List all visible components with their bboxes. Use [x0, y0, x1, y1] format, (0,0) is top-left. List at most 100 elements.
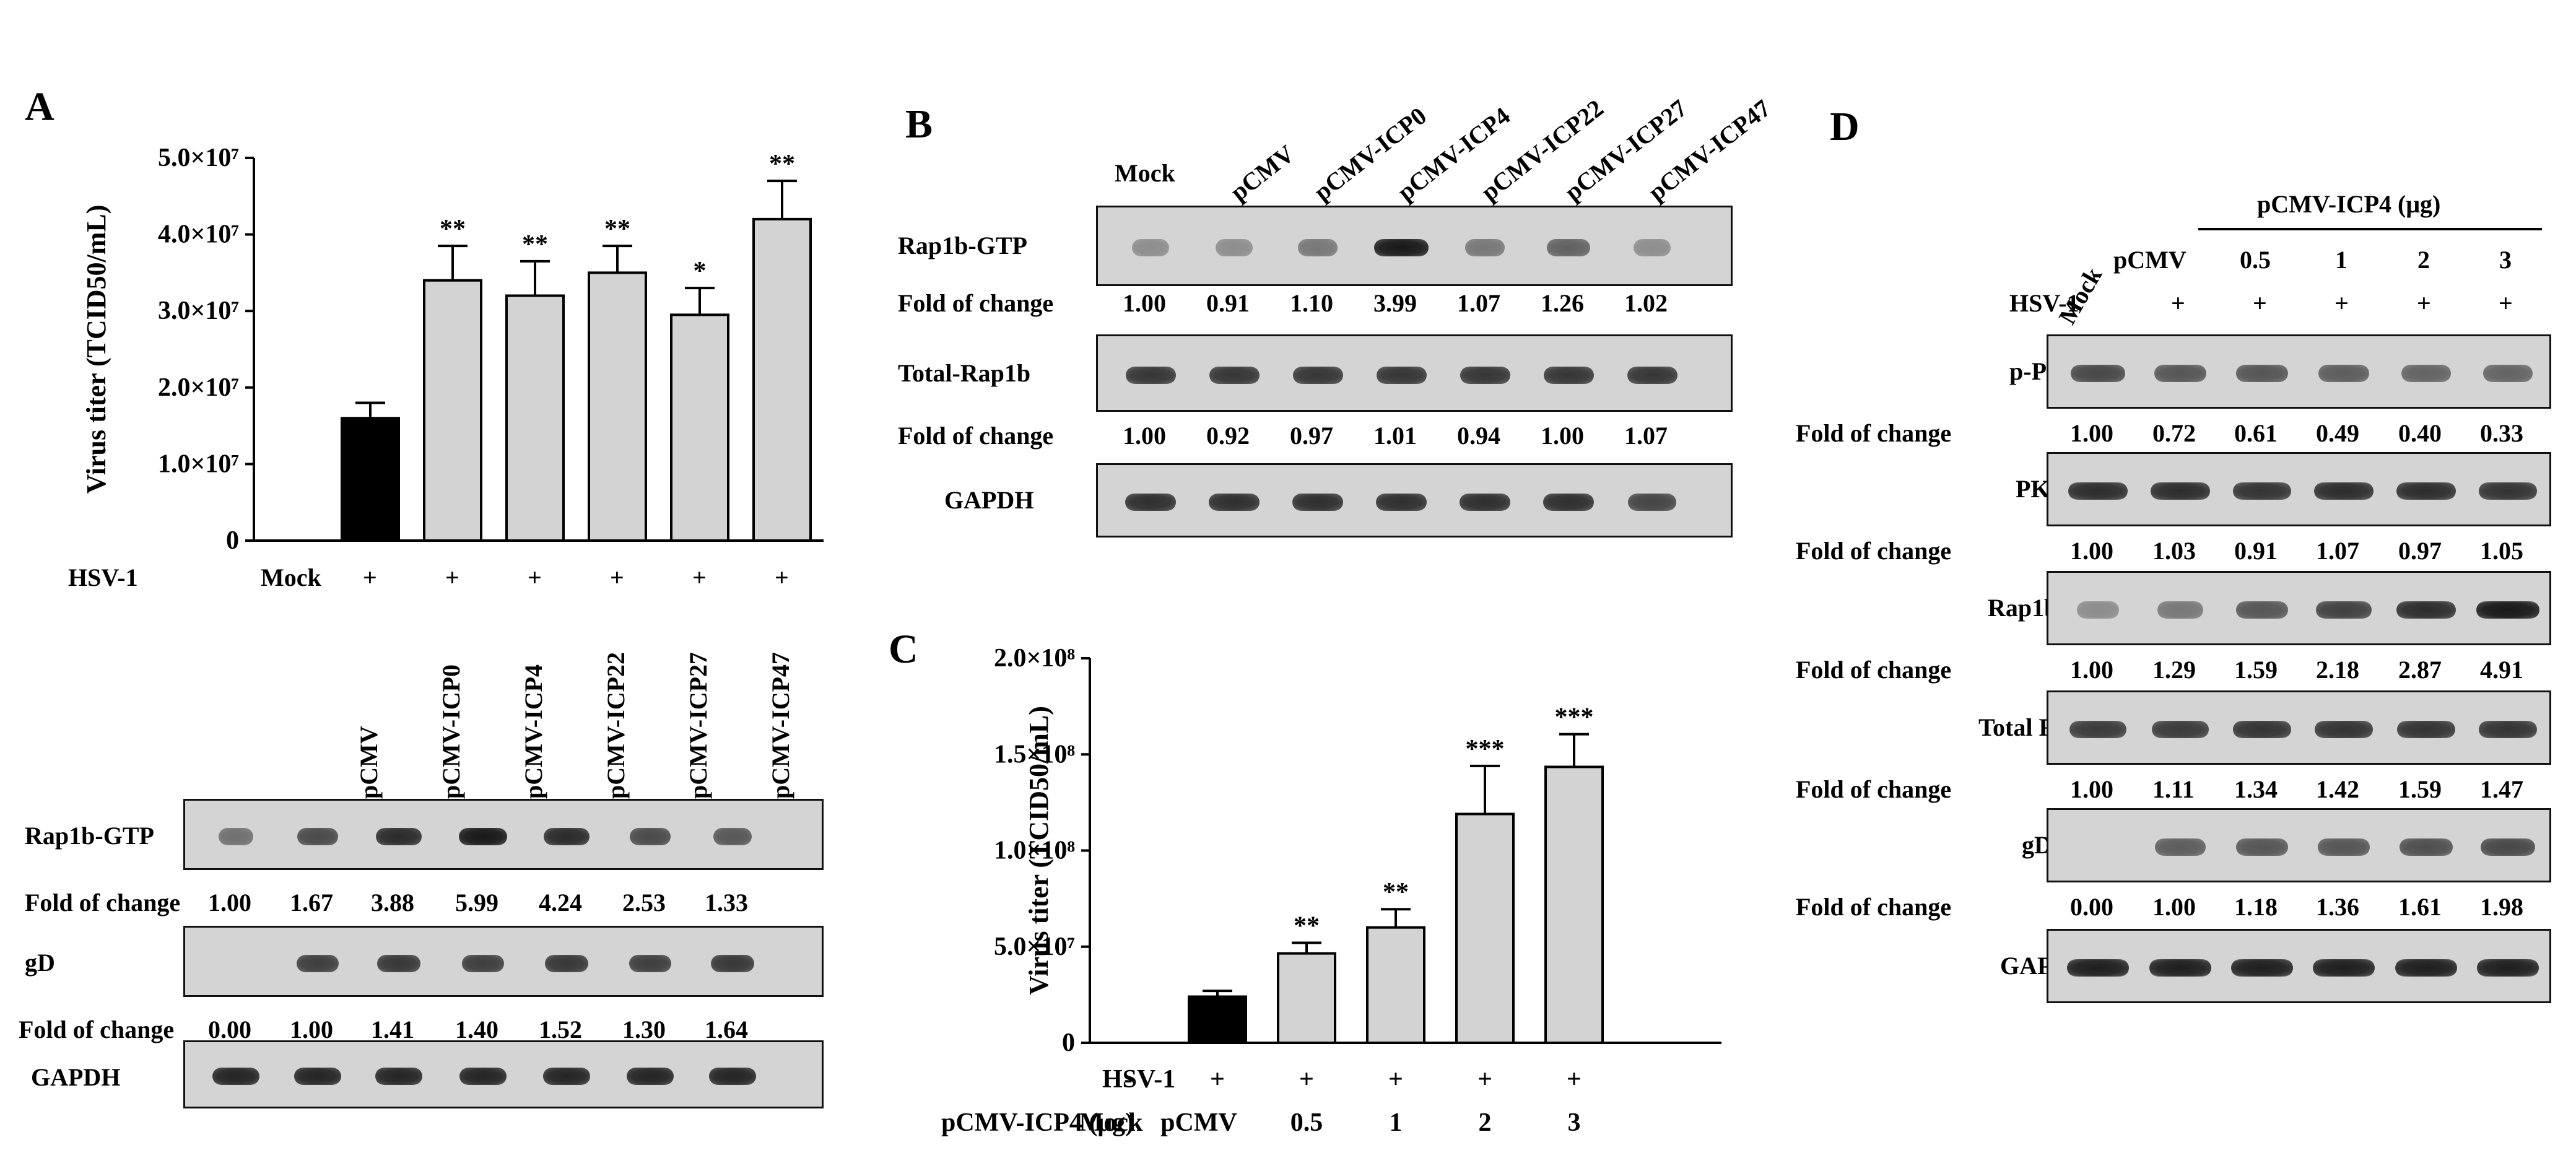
fold-value: 1.00	[1123, 422, 1166, 450]
fold-value: 0.91	[1206, 289, 1250, 317]
fold-value: 1.30	[622, 1016, 666, 1043]
band	[2157, 601, 2203, 619]
significance-label: **	[769, 150, 795, 178]
bar	[670, 313, 729, 542]
fold-label: Fold of change	[19, 1016, 175, 1043]
fold-value: 1.00	[2070, 656, 2113, 684]
band	[2315, 601, 2372, 619]
fold-value: 3.99	[1373, 289, 1417, 317]
band	[1209, 366, 1260, 384]
blot-image	[183, 1040, 824, 1108]
y-tick-label: 0	[226, 526, 239, 555]
lane-label: pCMV-ICP0	[437, 664, 465, 799]
blot-label: GAPDH	[31, 1063, 121, 1091]
band	[2483, 365, 2533, 382]
blot-image	[1096, 206, 1733, 286]
blot-image	[2047, 929, 2551, 1003]
fold-value: 0.91	[2234, 537, 2278, 565]
bar	[1366, 926, 1425, 1045]
band	[2236, 601, 2288, 619]
hsv-plus: +	[528, 564, 542, 591]
group-bracket-d	[2198, 228, 2542, 230]
mock-label-a: Mock	[261, 564, 321, 591]
band	[1376, 366, 1427, 384]
band	[2232, 721, 2292, 738]
y-tick-label: 1.5×10⁸	[994, 740, 1075, 768]
fold-value: 0.92	[1206, 422, 1250, 450]
significance-label: ***	[1555, 703, 1594, 732]
fold-value: 1.02	[1624, 289, 1668, 317]
fold-value: 0.72	[2152, 419, 2196, 447]
band	[1375, 494, 1427, 511]
band	[2480, 838, 2536, 856]
fold-label: Fold of change	[1796, 419, 1952, 447]
hsv-label-d: HSV-1	[2009, 289, 2079, 317]
band	[2395, 959, 2458, 977]
band	[1125, 366, 1176, 384]
hsv-plus: +	[2417, 289, 2431, 317]
fold-value: 1.42	[2316, 775, 2359, 803]
band	[2232, 482, 2292, 500]
fold-value: 1.07	[1624, 422, 1668, 450]
fold-value: 2.87	[2398, 656, 2442, 684]
band	[2396, 601, 2456, 619]
band	[212, 1068, 259, 1085]
lane-label: pCMV-ICP47	[767, 651, 794, 799]
fold-value: 5.99	[455, 889, 498, 916]
x-row-value: 0.5	[1290, 1108, 1323, 1137]
band	[709, 1068, 756, 1085]
fold-value: 1.07	[2316, 537, 2359, 565]
x-row-value: +	[1210, 1065, 1225, 1094]
hsv-plus: +	[2171, 289, 2185, 317]
blot-label: GAPDH	[944, 486, 1034, 514]
fold-value: 1.18	[2234, 893, 2278, 921]
band	[376, 827, 422, 845]
band	[1292, 494, 1344, 511]
band	[2068, 482, 2128, 500]
blot-label: gD	[25, 949, 55, 977]
band	[1459, 494, 1511, 511]
hsv-plus: +	[2253, 289, 2267, 317]
fold-label: Fold of change	[1796, 656, 1952, 684]
blot-image	[2047, 334, 2551, 409]
band	[461, 954, 505, 972]
chart-c: 0 5.0×10⁷ 1.0×10⁸ 1.5×10⁸ 2.0×10⁸ Virus titer…	[941, 644, 1721, 1137]
hsv-plus: +	[2334, 289, 2349, 317]
band	[2236, 838, 2288, 856]
panel-letter-a: A	[25, 84, 54, 129]
band	[2314, 721, 2374, 738]
fold-value: 1.34	[2234, 775, 2278, 803]
fold-value: 1.01	[1373, 422, 1417, 450]
band	[2066, 959, 2130, 977]
band	[2154, 365, 2206, 382]
fold-value: 1.33	[705, 889, 748, 916]
fold-value: 0.61	[2234, 419, 2278, 447]
y-axis-label: Virus titer (TCID50/mL)	[1024, 706, 1054, 995]
fold-value: 1.00	[2070, 537, 2113, 565]
y-tick-label: 3.0×10⁷	[158, 297, 239, 325]
x-row-label: pCMV-ICP4 (μg)	[941, 1108, 1134, 1137]
band	[544, 827, 590, 845]
fold-value: 0.40	[2398, 419, 2442, 447]
fold-label: Fold of change	[25, 889, 181, 916]
band	[296, 954, 339, 972]
lane-label-mock: Mock	[1115, 159, 1175, 187]
blot-label: Rap1b-GTP	[25, 822, 154, 850]
fold-value: 2.53	[622, 889, 666, 916]
panel-letter-d: D	[1830, 104, 1860, 149]
lane-label: pCMV-ICP22	[602, 651, 630, 799]
significance-label: **	[1294, 912, 1320, 941]
hsv-plus: +	[775, 564, 789, 591]
fold-value: 1.40	[455, 1016, 498, 1043]
band	[630, 827, 671, 845]
fold-value: 0.33	[2480, 419, 2523, 447]
fold-value: 1.00	[290, 1016, 333, 1043]
band	[2077, 601, 2119, 619]
significance-label: **	[604, 215, 630, 243]
band	[1125, 494, 1177, 511]
y-tick-label: 5.0×10⁷	[158, 144, 239, 172]
fold-value: 1.47	[2480, 775, 2523, 803]
band	[2230, 959, 2294, 977]
panel-letter-c: C	[889, 627, 918, 672]
fold-value: 1.07	[1457, 289, 1500, 317]
